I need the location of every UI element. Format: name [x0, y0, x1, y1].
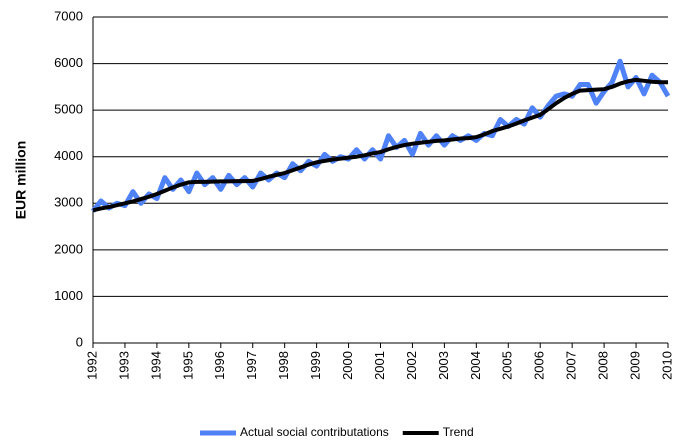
x-tick-label: 2009	[627, 351, 642, 380]
x-tick-label: 1999	[308, 351, 323, 380]
series-line	[91, 58, 671, 213]
legend-label: Actual social contributations	[240, 425, 389, 439]
x-tick-label: 2008	[596, 351, 611, 380]
x-tick-label: 1998	[276, 351, 291, 380]
x-tick-label: 2006	[532, 351, 547, 380]
series-line	[92, 77, 668, 213]
y-axis-label: EUR million	[13, 141, 29, 220]
x-tick-label: 1997	[244, 351, 259, 380]
x-tick-label: 1993	[116, 351, 131, 380]
x-tick-label: 1992	[84, 351, 99, 380]
y-tick-label: 7000	[54, 8, 83, 23]
y-tick-label: 3000	[54, 195, 83, 210]
y-tick-label: 4000	[54, 148, 83, 163]
x-tick-label: 2007	[564, 351, 579, 380]
y-tick-label: 0	[76, 334, 83, 349]
x-tick-label: 2003	[436, 351, 451, 380]
x-tick-label: 2004	[468, 351, 483, 380]
x-tick-label: 2000	[340, 351, 355, 380]
x-tick-label: 2010	[659, 351, 674, 380]
y-tick-label: 5000	[54, 102, 83, 117]
x-tick-label: 2001	[372, 351, 387, 380]
x-tick-label: 1995	[180, 351, 195, 380]
x-tick-label: 2002	[404, 351, 419, 380]
x-tick-label: 1996	[212, 351, 227, 380]
y-tick-label: 2000	[54, 241, 83, 256]
x-tick-label: 2005	[500, 351, 515, 380]
y-tick-label: 6000	[54, 55, 83, 70]
y-tick-label: 1000	[54, 288, 83, 303]
x-tick-label: 1994	[148, 351, 163, 380]
legend-label: Trend	[443, 425, 474, 439]
